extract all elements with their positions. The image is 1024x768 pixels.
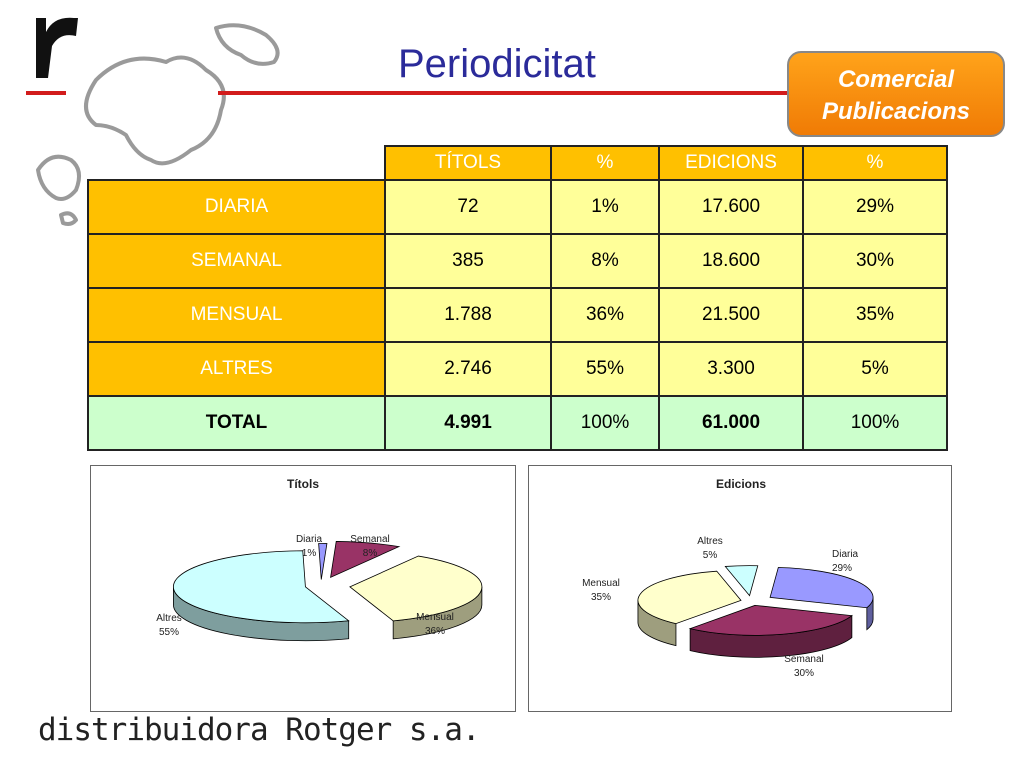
company-brand: distribuidora Rotger s.a.: [38, 712, 481, 748]
total-titols-pct: 100%: [550, 395, 660, 451]
row-label: ALTRES: [87, 341, 386, 397]
slice-value-label: 35%: [591, 592, 611, 603]
cell-edicions: 17.600: [658, 179, 804, 235]
table-row: SEMANAL 385 8% 18.600 30%: [87, 233, 948, 289]
cell-titols: 1.788: [384, 287, 552, 343]
page-title: Periodicitat: [398, 42, 596, 86]
slice-value-label: 36%: [425, 626, 445, 637]
cell-titols: 72: [384, 179, 552, 235]
table-row: DIARIA 72 1% 17.600 29%: [87, 179, 948, 235]
cell-edicions-pct: 29%: [802, 179, 948, 235]
row-label: SEMANAL: [87, 233, 386, 289]
cell-edicions: 21.500: [658, 287, 804, 343]
titols-pie-chart: Títols Diaria 1% Semanal 8% Mensual 36% Altres 5…: [90, 465, 516, 712]
slice-category-label: Altres: [156, 613, 182, 624]
cell-titols: 385: [384, 233, 552, 289]
header-edicions-pct: %: [802, 145, 948, 181]
slice-category-label: Mensual: [416, 612, 454, 623]
balearic-islands-map-icon: [36, 23, 280, 226]
pie-slice-top: [688, 604, 853, 636]
periodicity-table: TÍTOLS % EDICIONS % DIARIA 72 1% 17.600 …: [87, 145, 948, 451]
rotger-logo-icon: [36, 17, 78, 78]
header-rule-left: [26, 91, 66, 95]
slice-category-label: Altres: [697, 536, 723, 547]
titols-pie-svg: Títols Diaria 1% Semanal 8% Mensual 36% Altres 5…: [156, 477, 483, 642]
cell-edicions: 18.600: [658, 233, 804, 289]
total-edicions: 61.000: [658, 395, 804, 451]
slice-category-label: Mensual: [582, 578, 620, 589]
section-badge: Comercial Publicacions: [787, 51, 1005, 137]
pie-slice-top: [724, 565, 759, 597]
pie-slice-diaria: [318, 543, 328, 580]
pie-slice-semanal: [688, 604, 853, 658]
badge-line-2: Publicacions: [821, 98, 971, 125]
table-total-row: TOTAL 4.991 100% 61.000 100%: [87, 395, 948, 451]
slice-value-label: 30%: [794, 668, 814, 679]
pie-slice-semanal: [330, 541, 401, 579]
table-corner: [88, 146, 385, 180]
row-label: DIARIA: [87, 179, 386, 235]
cell-edicions-pct: 5%: [802, 341, 948, 397]
total-titols: 4.991: [384, 395, 552, 451]
pie-slice-top: [349, 555, 483, 622]
total-label: TOTAL: [87, 395, 386, 451]
cell-titols-pct: 55%: [550, 341, 660, 397]
slice-value-label: 1%: [302, 548, 317, 559]
pie-slice-top: [769, 567, 874, 609]
cell-edicions: 3.300: [658, 341, 804, 397]
table-row: MENSUAL 1.788 36% 21.500 35%: [87, 287, 948, 343]
slice-category-label: Semanal: [784, 654, 823, 665]
cell-titols-pct: 1%: [550, 179, 660, 235]
badge-line-1: Comercial: [837, 66, 955, 93]
cell-edicions-pct: 35%: [802, 287, 948, 343]
table-header-row: TÍTOLS % EDICIONS %: [88, 145, 948, 181]
pie-slice-altres: [173, 550, 350, 642]
pie-slice-altres: [724, 565, 759, 597]
slice-value-label: 55%: [159, 627, 179, 638]
pie-slice-mensual: [637, 570, 742, 647]
cell-titols-pct: 36%: [550, 287, 660, 343]
slice-category-label: Semanal: [350, 534, 389, 545]
row-label: MENSUAL: [87, 287, 386, 343]
chart-title: Edicions: [716, 477, 766, 491]
pie-slice-mensual: [349, 555, 483, 640]
header-rule-right: [218, 91, 790, 95]
pie-slice-top: [318, 543, 328, 580]
edicions-pie-svg: Edicions Diaria 29% Semanal 30% Mensual 35% Alt…: [582, 477, 874, 679]
edicions-pie-chart: Edicions Diaria 29% Semanal 30% Mensual 35% Alt…: [528, 465, 952, 712]
cell-titols-pct: 8%: [550, 233, 660, 289]
slice-value-label: 8%: [363, 548, 378, 559]
pie-slice-diaria: [769, 567, 874, 631]
header-titols: TÍTOLS: [384, 145, 552, 181]
slice-category-label: Diaria: [832, 549, 859, 560]
pie-slice-top: [330, 541, 401, 579]
header-edicions: EDICIONS: [658, 145, 804, 181]
pie-slice-top: [637, 570, 742, 625]
cell-titols: 2.746: [384, 341, 552, 397]
total-edicions-pct: 100%: [802, 395, 948, 451]
slice-value-label: 5%: [703, 550, 718, 561]
table-row: ALTRES 2.746 55% 3.300 5%: [87, 341, 948, 397]
cell-edicions-pct: 30%: [802, 233, 948, 289]
header-titols-pct: %: [550, 145, 660, 181]
slice-value-label: 29%: [832, 563, 852, 574]
chart-title: Títols: [287, 477, 319, 491]
pie-slice-top: [173, 550, 350, 624]
slice-category-label: Diaria: [296, 534, 323, 545]
